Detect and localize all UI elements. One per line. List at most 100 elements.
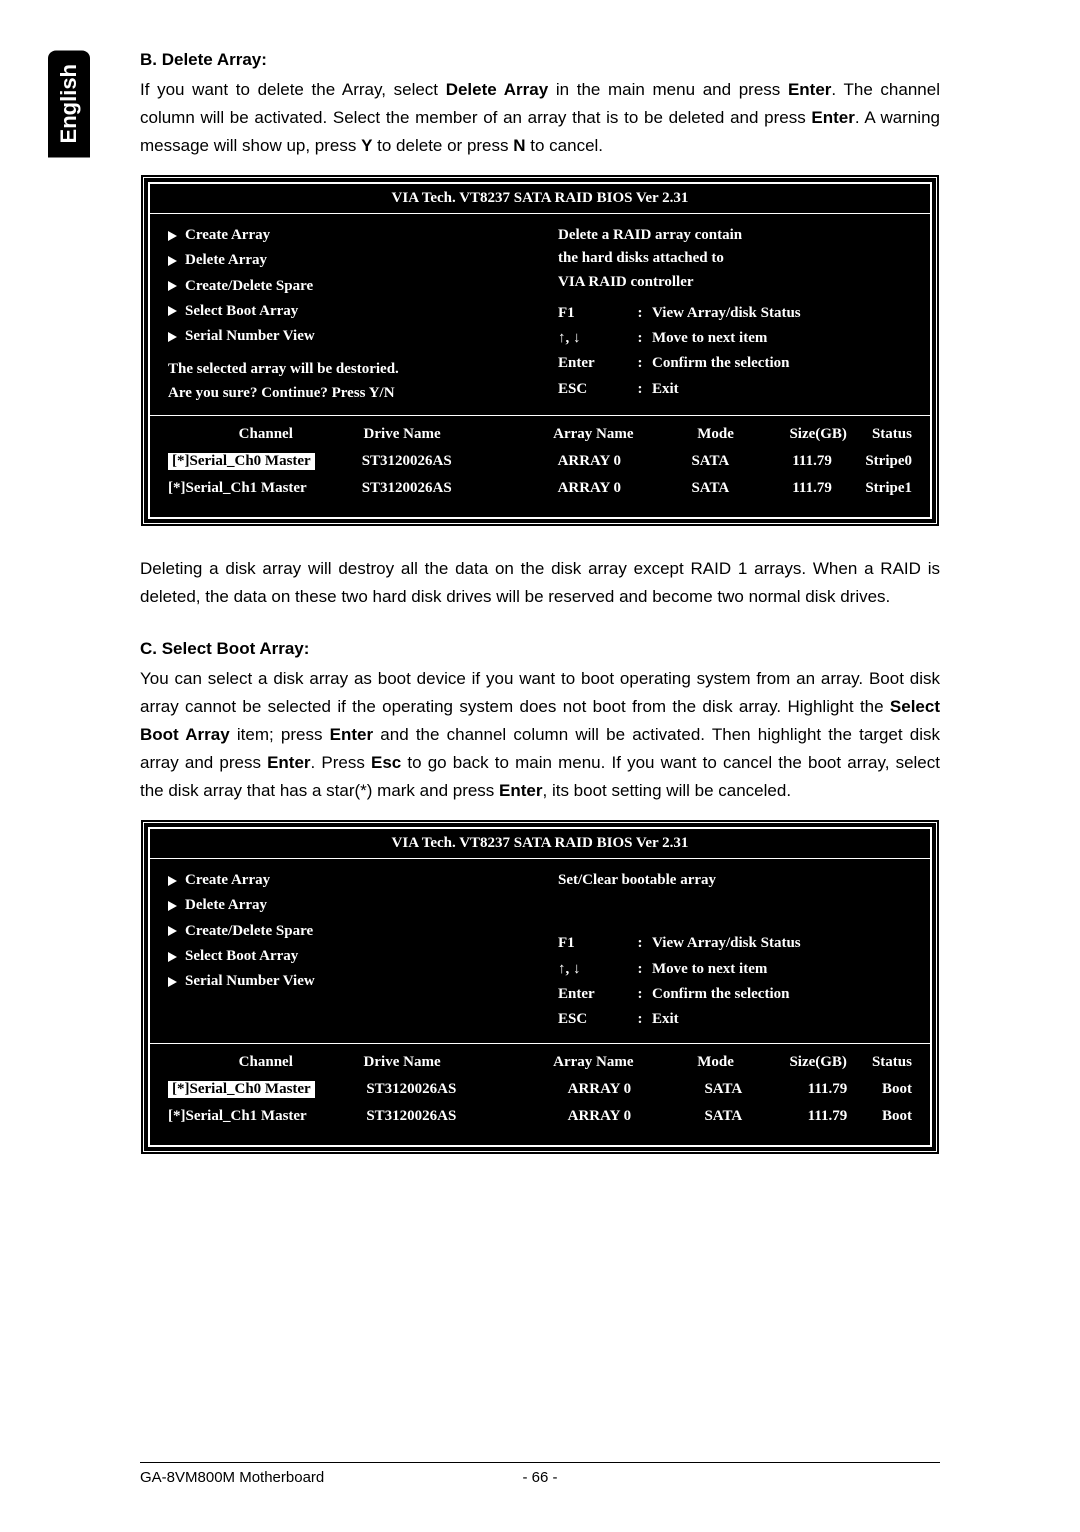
text: You can select a disk array as boot devi… bbox=[140, 669, 940, 716]
cell: ARRAY 0 bbox=[517, 480, 662, 497]
cell: 111.79 bbox=[773, 1081, 882, 1098]
text: to delete or press bbox=[372, 136, 513, 155]
help-text: Delete a RAID array contain bbox=[558, 224, 912, 247]
table-row: [*]Serial_Ch0 Master ST3120026AS ARRAY 0… bbox=[168, 453, 912, 470]
menu-item: Select Boot Array bbox=[185, 303, 298, 319]
cell: ST3120026AS bbox=[366, 1108, 525, 1125]
triangle-icon bbox=[168, 231, 177, 241]
triangle-icon bbox=[168, 876, 177, 886]
key-label: Enter bbox=[558, 983, 628, 1006]
menu-item: Serial Number View bbox=[185, 328, 315, 344]
text-bold: N bbox=[513, 136, 525, 155]
section-c-text: You can select a disk array as boot devi… bbox=[140, 665, 940, 805]
text: . Press bbox=[311, 753, 371, 772]
key-desc: Move to next item bbox=[652, 958, 767, 981]
cell: Boot bbox=[882, 1081, 912, 1098]
section-b-heading: B. Delete Array: bbox=[140, 50, 940, 70]
page-footer: GA-8VM800M Motherboard - 66 - bbox=[140, 1462, 940, 1486]
key-desc: View Array/disk Status bbox=[652, 302, 801, 325]
cell: 111.79 bbox=[759, 480, 866, 497]
key-desc: Confirm the selection bbox=[652, 983, 789, 1006]
col-header: Array Name bbox=[520, 1054, 667, 1071]
cell: Stripe0 bbox=[865, 453, 912, 470]
cell: SATA bbox=[662, 480, 759, 497]
menu-item: Select Boot Array bbox=[185, 948, 298, 964]
bios-help: Set/Clear bootable array F1:View Array/d… bbox=[540, 859, 930, 1043]
key-label: F1 bbox=[558, 302, 628, 325]
text-bold: Enter bbox=[499, 781, 542, 800]
footer-left: GA-8VM800M Motherboard bbox=[140, 1469, 324, 1486]
cell: 111.79 bbox=[759, 453, 866, 470]
key-label: F1 bbox=[558, 932, 628, 955]
bios-menu: Create Array Delete Array Create/Delete … bbox=[150, 859, 540, 1043]
bios-screenshot-2: VIA Tech. VT8237 SATA RAID BIOS Ver 2.31… bbox=[140, 819, 940, 1155]
col-header: Drive Name bbox=[364, 1054, 520, 1071]
text: in the main menu and press bbox=[548, 80, 788, 99]
help-text: the hard disks attached to bbox=[558, 247, 912, 270]
bios-help: Delete a RAID array contain the hard dis… bbox=[540, 214, 930, 415]
text-bold: Enter bbox=[267, 753, 310, 772]
language-tab: English bbox=[48, 50, 90, 157]
cell: ST3120026AS bbox=[362, 480, 517, 497]
help-text: VIA RAID controller bbox=[558, 271, 912, 294]
bios-title: VIA Tech. VT8237 SATA RAID BIOS Ver 2.31 bbox=[150, 184, 930, 213]
col-header: Status bbox=[872, 426, 912, 443]
text: If you want to delete the Array, select bbox=[140, 80, 446, 99]
col-header: Size(GB) bbox=[764, 1054, 872, 1071]
text-bold: Delete Array bbox=[446, 80, 548, 99]
bios-menu: Create Array Delete Array Create/Delete … bbox=[150, 214, 540, 415]
cell: ST3120026AS bbox=[366, 1081, 525, 1098]
col-header: Channel bbox=[168, 1054, 364, 1071]
cell-highlighted: [*]Serial_Ch0 Master bbox=[168, 1081, 315, 1098]
bios-table: Channel Drive Name Array Name Mode Size(… bbox=[150, 416, 930, 517]
key-label: Enter bbox=[558, 352, 628, 375]
key-desc: Move to next item bbox=[652, 327, 767, 350]
cell: [*]Serial_Ch1 Master bbox=[168, 1108, 366, 1125]
bios-table: Channel Drive Name Array Name Mode Size(… bbox=[150, 1044, 930, 1145]
menu-item: Create Array bbox=[185, 872, 270, 888]
table-header: Channel Drive Name Array Name Mode Size(… bbox=[168, 1054, 912, 1071]
col-header: Status bbox=[872, 1054, 912, 1071]
cell: ARRAY 0 bbox=[525, 1108, 674, 1125]
text: , its boot setting will be canceled. bbox=[543, 781, 792, 800]
col-header: Channel bbox=[168, 426, 364, 443]
key-desc: Exit bbox=[652, 378, 679, 401]
key-label: ↑, ↓ bbox=[558, 327, 628, 350]
col-header: Mode bbox=[667, 426, 765, 443]
col-header: Mode bbox=[667, 1054, 765, 1071]
key-label: ↑, ↓ bbox=[558, 958, 628, 981]
section-c-heading: C. Select Boot Array: bbox=[140, 639, 940, 659]
footer-page-number: - 66 - bbox=[522, 1469, 557, 1486]
triangle-icon bbox=[168, 952, 177, 962]
key-desc: Exit bbox=[652, 1008, 679, 1031]
bios-screenshot-1: VIA Tech. VT8237 SATA RAID BIOS Ver 2.31… bbox=[140, 174, 940, 527]
triangle-icon bbox=[168, 281, 177, 291]
cell-highlighted: [*]Serial_Ch0 Master bbox=[168, 453, 315, 470]
help-text: Set/Clear bootable array bbox=[558, 869, 912, 892]
menu-item: Create/Delete Spare bbox=[185, 278, 313, 294]
warning-text: The selected array will be destoried. bbox=[168, 358, 522, 381]
cell: ARRAY 0 bbox=[517, 453, 662, 470]
triangle-icon bbox=[168, 901, 177, 911]
cell: ST3120026AS bbox=[362, 453, 517, 470]
text-bold: Enter bbox=[788, 80, 831, 99]
page-content: B. Delete Array: If you want to delete t… bbox=[0, 0, 1080, 1233]
key-desc: View Array/disk Status bbox=[652, 932, 801, 955]
text: to cancel. bbox=[526, 136, 604, 155]
triangle-icon bbox=[168, 306, 177, 316]
cell: SATA bbox=[662, 453, 759, 470]
text-bold: Esc bbox=[371, 753, 401, 772]
table-row: [*]Serial_Ch1 Master ST3120026AS ARRAY 0… bbox=[168, 480, 912, 497]
menu-item: Serial Number View bbox=[185, 973, 315, 989]
key-label: ESC bbox=[558, 1008, 628, 1031]
menu-item: Delete Array bbox=[185, 252, 267, 268]
menu-item: Create Array bbox=[185, 227, 270, 243]
mid-paragraph: Deleting a disk array will destroy all t… bbox=[140, 555, 940, 611]
cell: Boot bbox=[882, 1108, 912, 1125]
table-header: Channel Drive Name Array Name Mode Size(… bbox=[168, 426, 912, 443]
cell: [*]Serial_Ch1 Master bbox=[168, 480, 362, 497]
menu-item: Delete Array bbox=[185, 897, 267, 913]
col-header: Size(GB) bbox=[764, 426, 872, 443]
text-bold: Enter bbox=[330, 725, 373, 744]
key-label: ESC bbox=[558, 378, 628, 401]
